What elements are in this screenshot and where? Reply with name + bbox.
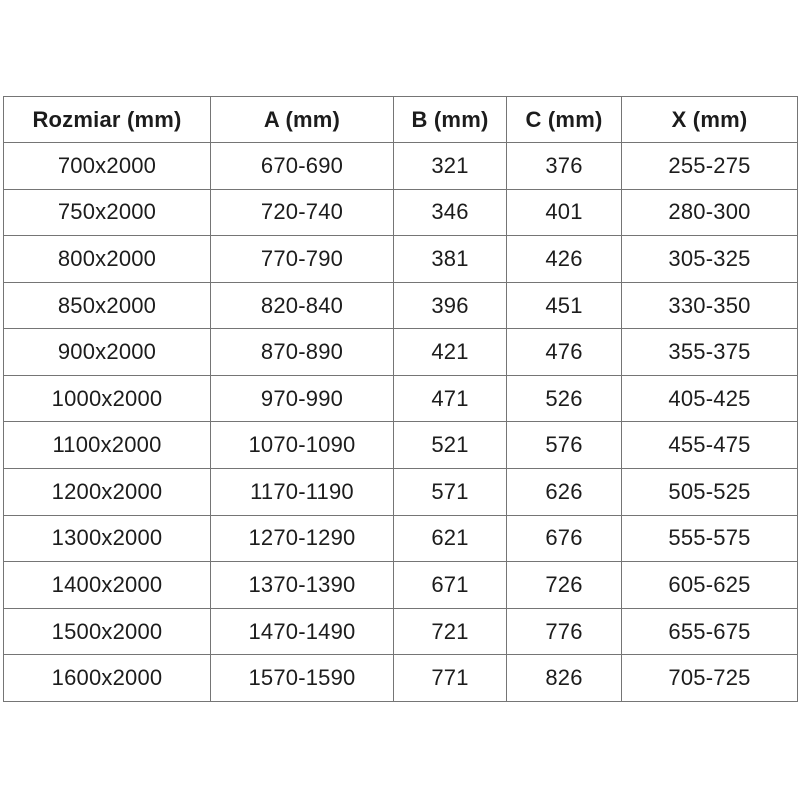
- table-cell-c: 376: [506, 142, 622, 190]
- table-cell-c: 826: [506, 654, 622, 702]
- table-cell-a: 820-840: [210, 281, 394, 330]
- table-row: 1100x2000 1070-1090 521 576 455-475: [3, 421, 798, 470]
- table-cell-b: 346: [393, 188, 507, 237]
- table-cell-a: 1570-1590: [210, 654, 394, 702]
- table-cell-a: 870-890: [210, 328, 394, 376]
- column-header-c: C (mm): [506, 96, 622, 143]
- table-row: 1500x2000 1470-1490 721 776 655-675: [3, 607, 798, 656]
- table-cell-b: 721: [393, 607, 507, 656]
- table-cell-a: 1270-1290: [210, 514, 394, 563]
- table-row: 1300x2000 1270-1290 621 676 555-575: [3, 514, 798, 563]
- table-row: 800x2000 770-790 381 426 305-325: [3, 235, 798, 283]
- table-cell-x: 305-325: [621, 235, 798, 283]
- table-cell-c: 401: [506, 188, 622, 237]
- column-header-b: B (mm): [393, 96, 507, 143]
- table-row: 1200x2000 1170-1190 571 626 505-525: [3, 468, 798, 516]
- table-cell-a: 970-990: [210, 374, 394, 423]
- column-header-rozmiar: Rozmiar (mm): [3, 96, 211, 143]
- table-cell-c: 426: [506, 235, 622, 283]
- table-cell-x: 255-275: [621, 142, 798, 190]
- table-cell-rozmiar: 700x2000: [3, 142, 211, 190]
- table-cell-x: 355-375: [621, 328, 798, 376]
- table-cell-rozmiar: 1400x2000: [3, 561, 211, 609]
- table-row: 700x2000 670-690 321 376 255-275: [3, 142, 798, 190]
- table-cell-rozmiar: 900x2000: [3, 328, 211, 376]
- table-cell-b: 471: [393, 374, 507, 423]
- table-row: 1000x2000 970-990 471 526 405-425: [3, 374, 798, 423]
- table-cell-x: 605-625: [621, 561, 798, 609]
- table-cell-b: 571: [393, 468, 507, 516]
- table-cell-a: 1070-1090: [210, 421, 394, 470]
- table-cell-rozmiar: 1500x2000: [3, 607, 211, 656]
- table-cell-rozmiar: 750x2000: [3, 188, 211, 237]
- table-cell-a: 1370-1390: [210, 561, 394, 609]
- table-row: 900x2000 870-890 421 476 355-375: [3, 328, 798, 376]
- table-cell-b: 396: [393, 281, 507, 330]
- table-cell-a: 1170-1190: [210, 468, 394, 516]
- table-row: 750x2000 720-740 346 401 280-300: [3, 188, 798, 237]
- table-cell-x: 705-725: [621, 654, 798, 702]
- table-cell-b: 621: [393, 514, 507, 563]
- column-header-a: A (mm): [210, 96, 394, 143]
- size-spec-table: Rozmiar (mm) A (mm) B (mm) C (mm) X (mm)…: [3, 96, 798, 702]
- column-header-x: X (mm): [621, 96, 798, 143]
- table-cell-c: 726: [506, 561, 622, 609]
- table-cell-c: 626: [506, 468, 622, 516]
- table-cell-x: 280-300: [621, 188, 798, 237]
- table-cell-x: 330-350: [621, 281, 798, 330]
- table-cell-c: 476: [506, 328, 622, 376]
- table-cell-b: 381: [393, 235, 507, 283]
- table-cell-a: 720-740: [210, 188, 394, 237]
- table-cell-c: 526: [506, 374, 622, 423]
- table-cell-rozmiar: 1300x2000: [3, 514, 211, 563]
- table-cell-a: 670-690: [210, 142, 394, 190]
- table-cell-b: 321: [393, 142, 507, 190]
- table-row: 1600x2000 1570-1590 771 826 705-725: [3, 654, 798, 702]
- table-cell-c: 676: [506, 514, 622, 563]
- table-cell-rozmiar: 1200x2000: [3, 468, 211, 516]
- table-cell-rozmiar: 1000x2000: [3, 374, 211, 423]
- table-cell-a: 1470-1490: [210, 607, 394, 656]
- table-row: 1400x2000 1370-1390 671 726 605-625: [3, 561, 798, 609]
- table-cell-x: 655-675: [621, 607, 798, 656]
- table-cell-rozmiar: 800x2000: [3, 235, 211, 283]
- table-cell-c: 576: [506, 421, 622, 470]
- table-cell-b: 521: [393, 421, 507, 470]
- table-cell-x: 555-575: [621, 514, 798, 563]
- table-cell-b: 671: [393, 561, 507, 609]
- table-cell-rozmiar: 1600x2000: [3, 654, 211, 702]
- table-cell-x: 455-475: [621, 421, 798, 470]
- size-spec-table-container: Rozmiar (mm) A (mm) B (mm) C (mm) X (mm)…: [3, 96, 798, 702]
- table-cell-rozmiar: 850x2000: [3, 281, 211, 330]
- header-row: Rozmiar (mm) A (mm) B (mm) C (mm) X (mm): [3, 96, 798, 143]
- table-cell-rozmiar: 1100x2000: [3, 421, 211, 470]
- table-cell-b: 421: [393, 328, 507, 376]
- table-cell-b: 771: [393, 654, 507, 702]
- table-cell-x: 505-525: [621, 468, 798, 516]
- table-cell-c: 451: [506, 281, 622, 330]
- table-cell-a: 770-790: [210, 235, 394, 283]
- table-row: 850x2000 820-840 396 451 330-350: [3, 281, 798, 330]
- table-cell-c: 776: [506, 607, 622, 656]
- table-cell-x: 405-425: [621, 374, 798, 423]
